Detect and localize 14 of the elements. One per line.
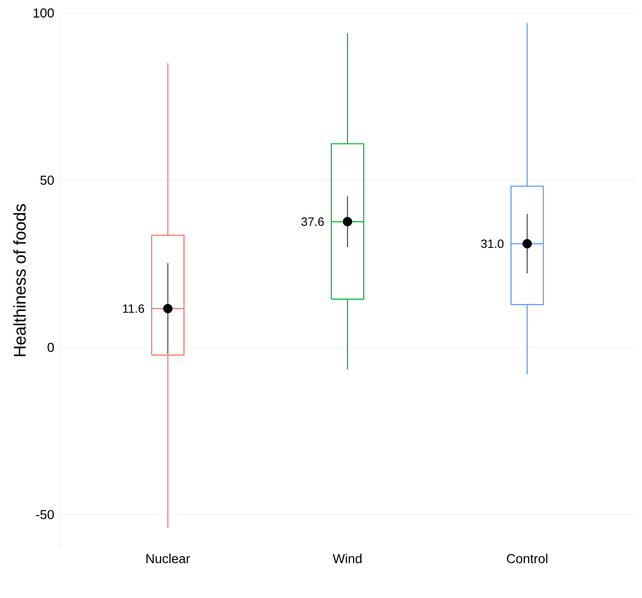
- point: [163, 304, 173, 314]
- y-axis-title: Healthiness of foods: [13, 204, 26, 356]
- x-tick-label: Wind: [332, 554, 362, 564]
- data-label: 37.6: [301, 217, 324, 226]
- x-tick-label: Control: [506, 554, 548, 564]
- y-tick-label: -50: [36, 510, 54, 520]
- y-tick-label: 50: [40, 176, 54, 185]
- y-tick-label: 0: [48, 342, 54, 352]
- point: [342, 216, 352, 226]
- data-label: 31.0: [481, 239, 504, 248]
- data-label: 11.6: [123, 304, 144, 313]
- x-tick-label: Nuclear: [146, 554, 190, 564]
- y-tick-label: 100: [34, 8, 54, 18]
- point: [522, 239, 532, 248]
